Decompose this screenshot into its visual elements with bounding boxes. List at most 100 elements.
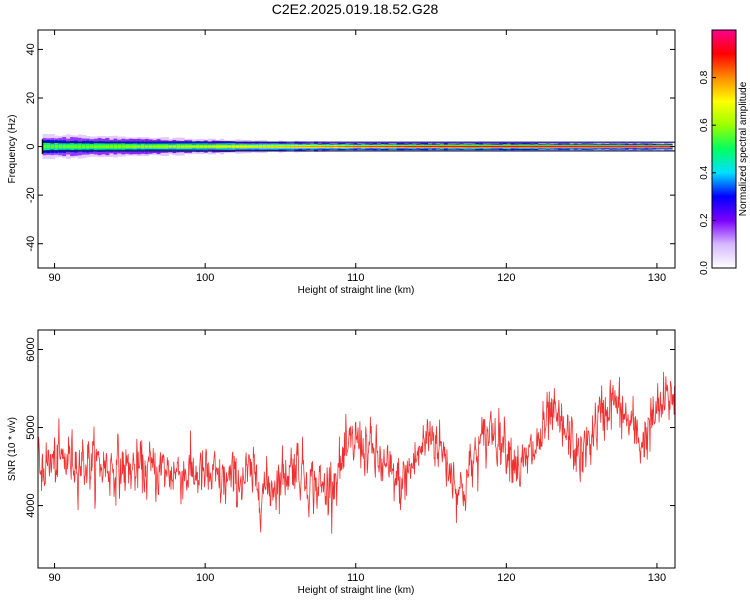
spectrogram-cell (553, 146, 559, 148)
chart-title: C2E2.2025.019.18.52.G28 (272, 1, 439, 17)
spectrogram-cell (231, 145, 236, 148)
spectrogram-cell (365, 146, 370, 148)
spectrogram-cell (77, 145, 83, 148)
x-tick-label: 110 (347, 272, 365, 284)
spectrogram-cell (290, 145, 295, 148)
spectrogram-cell (589, 146, 594, 147)
y-tick-label: 40 (25, 43, 37, 55)
spectrogram-cell (325, 146, 331, 148)
spectrogram-cell (164, 145, 170, 148)
spectrogram-cell (612, 146, 618, 147)
snr-frame (37, 329, 676, 569)
spectrogram-cell (392, 146, 398, 148)
spectrogram-cell (487, 146, 492, 148)
spectrogram-cell (593, 146, 598, 148)
colorbar-gradient (711, 29, 737, 269)
spectrogram-cell (557, 146, 563, 148)
spectrogram-cell (341, 146, 347, 148)
spectrogram-x-axis: 90 100 110 120 130 (48, 30, 666, 284)
spectrogram-cell (416, 146, 421, 148)
spectrogram-cell (648, 146, 653, 148)
spectrogram-cell (310, 145, 315, 148)
spectrogram-cell (569, 146, 575, 148)
spectrogram-cell (97, 145, 103, 148)
spectrogram-cell (388, 146, 394, 148)
spectrogram-cell (180, 145, 185, 148)
spectrogram-cell (404, 146, 409, 148)
spectrogram-cell (656, 146, 661, 147)
spectrogram-cell (601, 146, 606, 148)
spectrogram-cell (66, 145, 71, 148)
spectrogram-cell (526, 146, 531, 148)
snr-panel: 90 100 110 120 130 6000 5000 4000 Height of st… (7, 329, 676, 596)
spectrogram-cell (475, 146, 480, 148)
spectrogram-cell (50, 145, 55, 149)
spectrogram-cell (333, 146, 339, 148)
spectrogram-cell (349, 146, 354, 148)
spectrogram-cell (432, 146, 437, 148)
spectrogram-cell (73, 145, 79, 148)
spectrogram-cell (101, 145, 107, 148)
spectrogram-cell (550, 146, 555, 148)
spectrogram-cell (156, 145, 162, 148)
spectrogram-cell (117, 145, 122, 148)
y-tick-label: 20 (25, 92, 37, 104)
y-tick-label: -40 (25, 236, 37, 252)
spectrogram-cell (105, 145, 110, 148)
spectrogram-cell (538, 146, 543, 148)
spectrogram-cell (471, 145, 476, 148)
x-tick-label: 120 (497, 572, 515, 584)
spectrogram-cell (451, 146, 457, 148)
colorbar-ticks: 0.0 0.2 0.4 0.6 0.8 (699, 70, 716, 275)
spectrogram-cell (121, 145, 126, 148)
x-tick-label: 120 (497, 272, 515, 284)
spectrogram-cell (144, 145, 150, 148)
spectrogram-cell (491, 145, 496, 148)
spectrogram-cell (624, 146, 630, 147)
spectrogram-cell (384, 145, 390, 148)
spectrogram-cell (298, 145, 303, 148)
snr-plot-area (38, 371, 675, 534)
spectrogram-cell (530, 146, 535, 148)
spectrogram-cell (286, 145, 291, 148)
spectrogram-cell (266, 145, 272, 148)
spectrogram-cell (109, 145, 114, 148)
spectrogram-cell (148, 145, 154, 148)
spectrogram-cell (534, 146, 539, 148)
spectrogram-cell (223, 145, 229, 148)
spectrogram-cell (376, 146, 382, 148)
spectrogram-cell (479, 146, 484, 148)
spectrogram-cell (565, 146, 571, 147)
spectrogram-cell (192, 145, 197, 148)
spectrogram-cell (140, 145, 146, 148)
spectrogram-cell (172, 145, 177, 148)
spectrogram-cell (522, 146, 528, 148)
spectrogram-cell (129, 145, 134, 148)
colorbar-tick-label: 0.6 (699, 118, 710, 132)
spectrogram-cell (227, 145, 232, 148)
snr-y-axis-label: SNR (10 * v/v) (7, 417, 18, 481)
spectrogram-cell (577, 146, 583, 148)
spectrogram-cell (239, 145, 244, 148)
y-tick-label: 6000 (25, 337, 37, 361)
spectrogram-cell (412, 146, 417, 148)
spectrogram-cell (306, 145, 311, 148)
spectrogram-panel: 90 100 110 120 130 40 20 0 -20 -40 Height of str… (7, 29, 676, 296)
spectrogram-cell (203, 145, 209, 148)
spectrogram-cell (467, 146, 472, 148)
spectrogram-cell (447, 146, 453, 148)
spectrogram-cell (609, 146, 614, 147)
spectrogram-cell (70, 145, 75, 148)
spectrogram-cell (510, 146, 516, 148)
colorbar-tick-label: 0.8 (699, 70, 710, 84)
spectrogram-cell (282, 145, 288, 148)
spectrogram-cell (640, 146, 646, 147)
x-tick-label: 110 (347, 572, 365, 584)
spectrogram-cell (400, 146, 406, 148)
spectrogram-cell (424, 146, 429, 148)
colorbar-tick-label: 0.2 (699, 213, 710, 227)
spectrogram-plot-area (41, 133, 675, 160)
spectrogram-cell (133, 145, 138, 148)
y-tick-label: -20 (25, 187, 37, 203)
